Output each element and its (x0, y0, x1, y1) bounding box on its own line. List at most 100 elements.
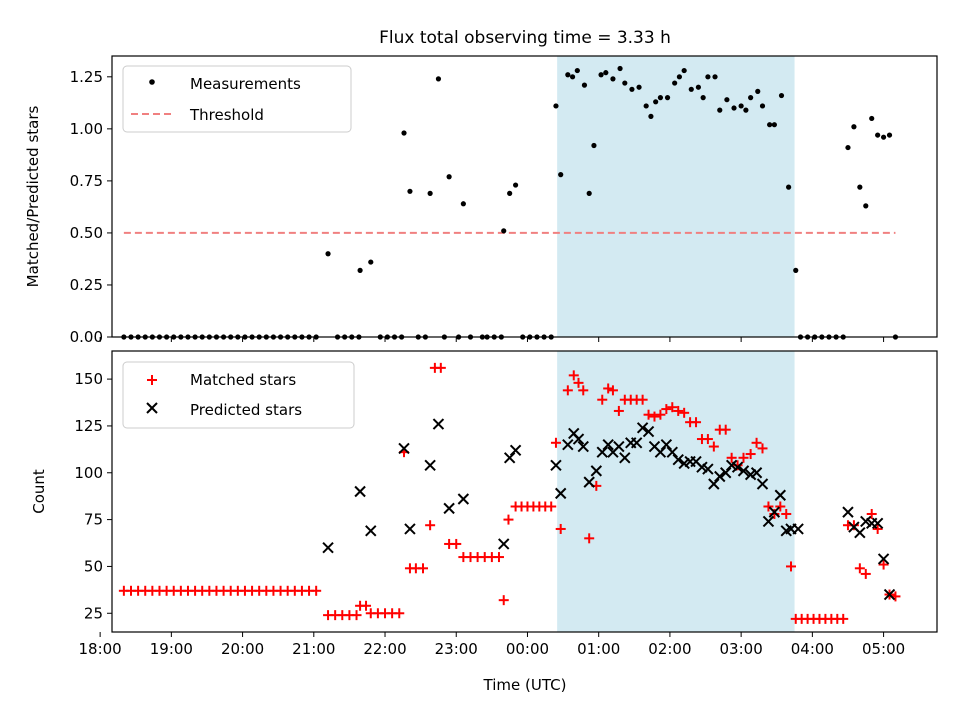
bottom-panel: 18:00 19:00 20:00 21:00 22:00 23:00 00:00 01:00… (30, 350, 938, 694)
measurement-point (695, 84, 702, 90)
matched-star-point (493, 552, 504, 563)
matched-star-point (848, 520, 859, 531)
x-tick-label: 21:00 (292, 640, 335, 658)
measurement-point (875, 132, 881, 138)
predicted-star-point (672, 453, 684, 466)
x-tick-label: 20:00 (221, 640, 264, 658)
matched-star-point (451, 538, 462, 549)
matched-star-point (854, 563, 865, 574)
matched-star-point (613, 405, 624, 416)
measurement-point (569, 74, 576, 80)
x-axis-label: Time (UTC) (483, 676, 567, 694)
measurement-point (748, 95, 754, 101)
y-tick-label: 0.75 (70, 172, 103, 190)
top-x-ticks (99, 337, 885, 342)
predicted-star-point (854, 527, 866, 539)
y-tick-label: 25 (84, 604, 103, 622)
predicted-star-point (719, 467, 732, 479)
measurement-point (574, 67, 580, 74)
predicted-star-point (503, 452, 516, 464)
measurement-point (759, 103, 766, 109)
y-tick-label: 75 (84, 511, 103, 529)
predicted-star-point (883, 588, 896, 601)
measurement-point (446, 174, 452, 180)
predicted-star-point (877, 553, 890, 565)
measurement-point (688, 86, 694, 92)
x-tick-label: 04:00 (791, 640, 834, 658)
y-tick-label: 1.00 (70, 120, 103, 138)
predicted-star-point (404, 523, 416, 535)
matched-star-point (603, 383, 614, 394)
measurement-point (325, 251, 331, 257)
matched-star-point (607, 385, 618, 396)
predicted-star-point (432, 418, 445, 430)
predicted-star-point (619, 452, 631, 464)
measurement-point (610, 76, 616, 82)
measurement-point (712, 74, 718, 80)
measurement-point (581, 82, 588, 88)
predicted-star-point (654, 446, 667, 458)
matched-star-point (311, 585, 322, 596)
matched-star-point (649, 411, 660, 422)
predicted-star-point (550, 459, 562, 471)
y-tick-label: 50 (84, 557, 103, 575)
predicted-star-point (424, 459, 436, 471)
legend-matched-label: Matched stars (190, 371, 296, 389)
measurement-point (501, 228, 507, 234)
measurement-point (401, 130, 407, 136)
measurement-point (407, 188, 413, 194)
measurement-point (558, 172, 564, 178)
measurement-point (681, 67, 687, 74)
predicted-star-point (577, 440, 589, 453)
matched-star-point (597, 394, 608, 405)
bottom-y-axis-label: Count (30, 469, 48, 514)
matched-star-point (546, 501, 557, 512)
predicted-star-point (842, 506, 854, 518)
measurement-point (767, 122, 773, 128)
measurement-point (778, 92, 785, 99)
y-tick-label: 125 (74, 417, 103, 435)
y-tick-label: 150 (74, 370, 103, 388)
measurement-point (880, 134, 887, 140)
measurement-point (786, 184, 792, 190)
x-tick-label: 02:00 (648, 640, 691, 658)
measurement-point (672, 80, 678, 86)
measurement-point (886, 132, 893, 138)
predicted-star-point (354, 485, 366, 498)
matched-star-point (679, 407, 690, 418)
measurement-point (512, 182, 519, 188)
predicted-star-point (583, 476, 595, 488)
matched-star-point (732, 460, 743, 471)
predicted-star-point (509, 444, 522, 456)
predicted-star-point (660, 438, 673, 451)
matched-star-point (775, 501, 786, 512)
matched-star-point (757, 443, 768, 454)
y-tick-label: 100 (74, 464, 103, 482)
measurement-point (648, 113, 654, 119)
predicted-star-point (613, 440, 625, 453)
matched-star-point (702, 434, 713, 445)
measurement-point (657, 95, 664, 101)
matched-star-point (498, 595, 509, 606)
measurement-point (700, 95, 706, 101)
measurement-point (617, 65, 623, 72)
matched-star-point (691, 417, 702, 428)
measurement-point (368, 259, 374, 265)
bottom-count-marks (118, 362, 901, 624)
matched-star-point (673, 405, 684, 416)
bottom-observing-span (557, 351, 795, 632)
bottom-legend: Matched stars Predicted stars (122, 361, 355, 429)
bottom-legend-box (122, 361, 355, 429)
measurement-point (603, 70, 609, 76)
predicted-star-point (602, 438, 614, 451)
legend-predicted-label: Predicted stars (190, 401, 302, 419)
measurement-point (586, 190, 592, 196)
predicted-star-point (554, 487, 567, 500)
legend-matched-marker (147, 375, 157, 385)
matched-star-point (866, 508, 877, 519)
matched-star-point (503, 514, 514, 525)
measurement-point (629, 86, 635, 92)
matched-star-point (425, 520, 436, 531)
measurement-point (664, 95, 671, 101)
predicted-star-point (457, 493, 470, 505)
